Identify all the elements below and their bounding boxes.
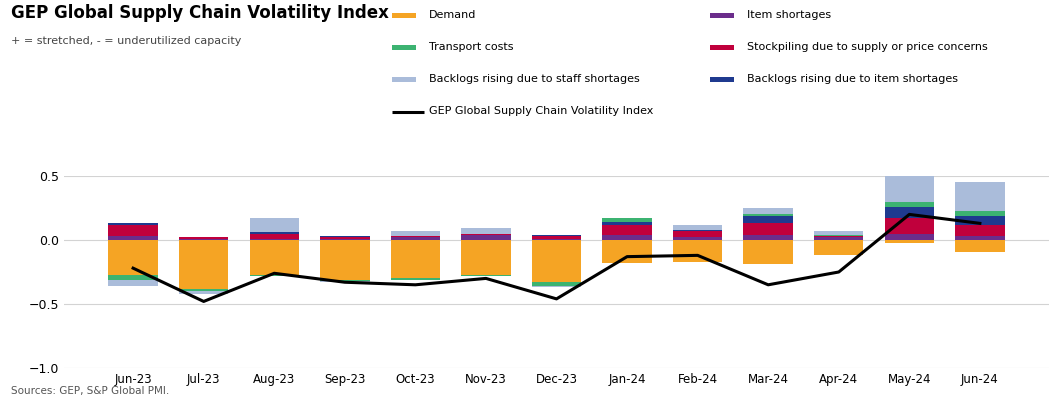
- Bar: [955, 236, 1005, 240]
- Bar: [814, 238, 864, 240]
- Text: Sources: GEP, S&P Global PMI.: Sources: GEP, S&P Global PMI.: [11, 386, 169, 396]
- Bar: [673, 240, 722, 262]
- Bar: [743, 216, 793, 223]
- Bar: [179, 240, 228, 289]
- Bar: [391, 238, 440, 240]
- Bar: [391, 278, 440, 280]
- Bar: [320, 281, 370, 282]
- Bar: [320, 238, 370, 239]
- Bar: [743, 240, 793, 264]
- Bar: [955, 182, 1005, 210]
- Bar: [179, 289, 228, 291]
- Bar: [391, 240, 440, 278]
- Bar: [391, 236, 440, 238]
- Text: Item shortages: Item shortages: [747, 10, 831, 20]
- Bar: [108, 280, 158, 286]
- Bar: [673, 238, 722, 240]
- Bar: [320, 236, 370, 238]
- Bar: [673, 230, 722, 231]
- Bar: [743, 223, 793, 235]
- Bar: [391, 231, 440, 236]
- Bar: [885, 170, 934, 202]
- Text: Demand: Demand: [429, 10, 477, 20]
- Bar: [249, 218, 299, 232]
- Bar: [743, 208, 793, 214]
- Bar: [602, 222, 652, 225]
- Bar: [814, 231, 864, 235]
- Bar: [179, 239, 228, 240]
- Bar: [532, 282, 581, 286]
- Bar: [532, 239, 581, 240]
- Bar: [179, 291, 228, 294]
- Bar: [108, 223, 158, 225]
- Bar: [320, 280, 370, 281]
- Bar: [885, 207, 934, 218]
- Bar: [108, 225, 158, 236]
- Text: + = stretched, - = underutilized capacity: + = stretched, - = underutilized capacit…: [11, 36, 241, 46]
- Bar: [814, 235, 864, 236]
- Bar: [885, 240, 934, 242]
- Text: GEP Global Supply Chain Volatility Index: GEP Global Supply Chain Volatility Index: [11, 4, 388, 22]
- Bar: [602, 225, 652, 235]
- Bar: [955, 216, 1005, 225]
- Bar: [885, 202, 934, 207]
- Bar: [532, 236, 581, 239]
- Bar: [108, 240, 158, 274]
- Bar: [673, 225, 722, 230]
- Bar: [461, 274, 511, 276]
- Bar: [532, 240, 581, 282]
- Text: Backlogs rising due to staff shortages: Backlogs rising due to staff shortages: [429, 74, 640, 84]
- Bar: [814, 240, 864, 255]
- Bar: [249, 239, 299, 240]
- Bar: [320, 240, 370, 280]
- Text: GEP Global Supply Chain Volatility Index: GEP Global Supply Chain Volatility Index: [429, 106, 654, 116]
- Bar: [814, 236, 864, 238]
- Bar: [955, 240, 1005, 252]
- Text: Transport costs: Transport costs: [429, 42, 514, 52]
- Bar: [602, 218, 652, 222]
- Bar: [885, 234, 934, 240]
- Bar: [532, 286, 581, 287]
- Bar: [743, 214, 793, 216]
- Bar: [602, 235, 652, 240]
- Bar: [179, 238, 228, 239]
- Bar: [673, 231, 722, 238]
- Bar: [532, 235, 581, 236]
- Bar: [602, 240, 652, 263]
- Text: Stockpiling due to supply or price concerns: Stockpiling due to supply or price conce…: [747, 42, 988, 52]
- Bar: [249, 274, 299, 276]
- Bar: [885, 218, 934, 234]
- Bar: [320, 239, 370, 240]
- Bar: [249, 232, 299, 234]
- Bar: [249, 240, 299, 274]
- Bar: [955, 210, 1005, 216]
- Bar: [461, 240, 511, 274]
- Bar: [743, 235, 793, 240]
- Bar: [461, 228, 511, 234]
- Text: Backlogs rising due to item shortages: Backlogs rising due to item shortages: [747, 74, 958, 84]
- Bar: [249, 234, 299, 239]
- Bar: [108, 274, 158, 280]
- Bar: [955, 225, 1005, 236]
- Bar: [461, 235, 511, 240]
- Bar: [461, 234, 511, 235]
- Bar: [108, 236, 158, 240]
